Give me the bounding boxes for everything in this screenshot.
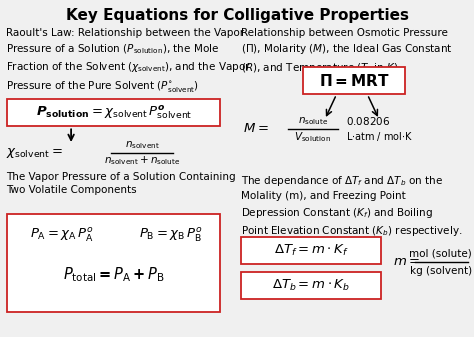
Text: $\boldsymbol{P_{\rm total} = P_{\rm A} + P_{\rm B}}$: $\boldsymbol{P_{\rm total} = P_{\rm A} +… — [63, 265, 165, 284]
Text: The dependance of $\Delta T_f$ and $\Delta T_b$ on the
Molality (m), and Freezin: The dependance of $\Delta T_f$ and $\Del… — [241, 174, 462, 238]
Text: $n_{\rm solute}$: $n_{\rm solute}$ — [298, 115, 328, 127]
FancyBboxPatch shape — [303, 67, 405, 94]
Text: Raoult's Law: Relationship between the Vapor
Pressure of a Solution ($P_{\rm sol: Raoult's Law: Relationship between the V… — [6, 28, 251, 94]
Text: $P_{\rm B} = \chi_{\rm B}\,P^{o}_{\rm B}$: $P_{\rm B} = \chi_{\rm B}\,P^{o}_{\rm B}… — [139, 226, 202, 244]
Text: Relationship between Osmotic Pressure
(Π), Molarity ($M$), the Ideal Gas Constan: Relationship between Osmotic Pressure (Π… — [241, 28, 453, 74]
Text: Key Equations for Colligative Properties: Key Equations for Colligative Properties — [65, 8, 409, 24]
Text: kg (solvent): kg (solvent) — [410, 266, 472, 276]
Text: $n_{\rm solvent} + n_{\rm solute}$: $n_{\rm solvent} + n_{\rm solute}$ — [104, 155, 181, 167]
Text: $0.08206$: $0.08206$ — [346, 115, 390, 127]
FancyBboxPatch shape — [7, 99, 220, 126]
FancyBboxPatch shape — [7, 214, 220, 312]
Text: $\chi_{\rm solvent} = $: $\chi_{\rm solvent} = $ — [6, 146, 63, 160]
FancyBboxPatch shape — [241, 237, 381, 264]
Text: $\boldsymbol{P}_{\rm \bf solution} = \chi_{\rm solvent}\, P^{\boldsymbol{o}}_{\r: $\boldsymbol{P}_{\rm \bf solution} = \ch… — [36, 104, 192, 121]
Text: $\mathbf{\Pi = M}$$\mathit{\mathbf{RT}}$: $\mathbf{\Pi = M}$$\mathit{\mathbf{RT}}$ — [319, 73, 390, 89]
Text: mol (solute): mol (solute) — [410, 248, 472, 258]
Text: $m = $: $m = $ — [393, 255, 420, 268]
Text: $n_{\rm solvent}$: $n_{\rm solvent}$ — [125, 140, 160, 152]
Text: $M = $: $M = $ — [243, 122, 268, 134]
FancyBboxPatch shape — [241, 272, 381, 299]
Text: $\Delta T_f = m \cdot K_f$: $\Delta T_f = m \cdot K_f$ — [273, 243, 348, 257]
Text: $P_{\rm A} = \chi_{\rm A}\,P^{o}_{\rm A}$: $P_{\rm A} = \chi_{\rm A}\,P^{o}_{\rm A}… — [30, 226, 93, 244]
Text: $\Delta T_b = m \cdot K_b$: $\Delta T_b = m \cdot K_b$ — [272, 278, 350, 293]
Text: $V_{\rm solution}$: $V_{\rm solution}$ — [294, 130, 331, 144]
Text: The Vapor Pressure of a Solution Containing
Two Volatile Components: The Vapor Pressure of a Solution Contain… — [6, 172, 235, 195]
Text: L$\cdot$atm / mol$\cdot$K: L$\cdot$atm / mol$\cdot$K — [346, 130, 413, 143]
